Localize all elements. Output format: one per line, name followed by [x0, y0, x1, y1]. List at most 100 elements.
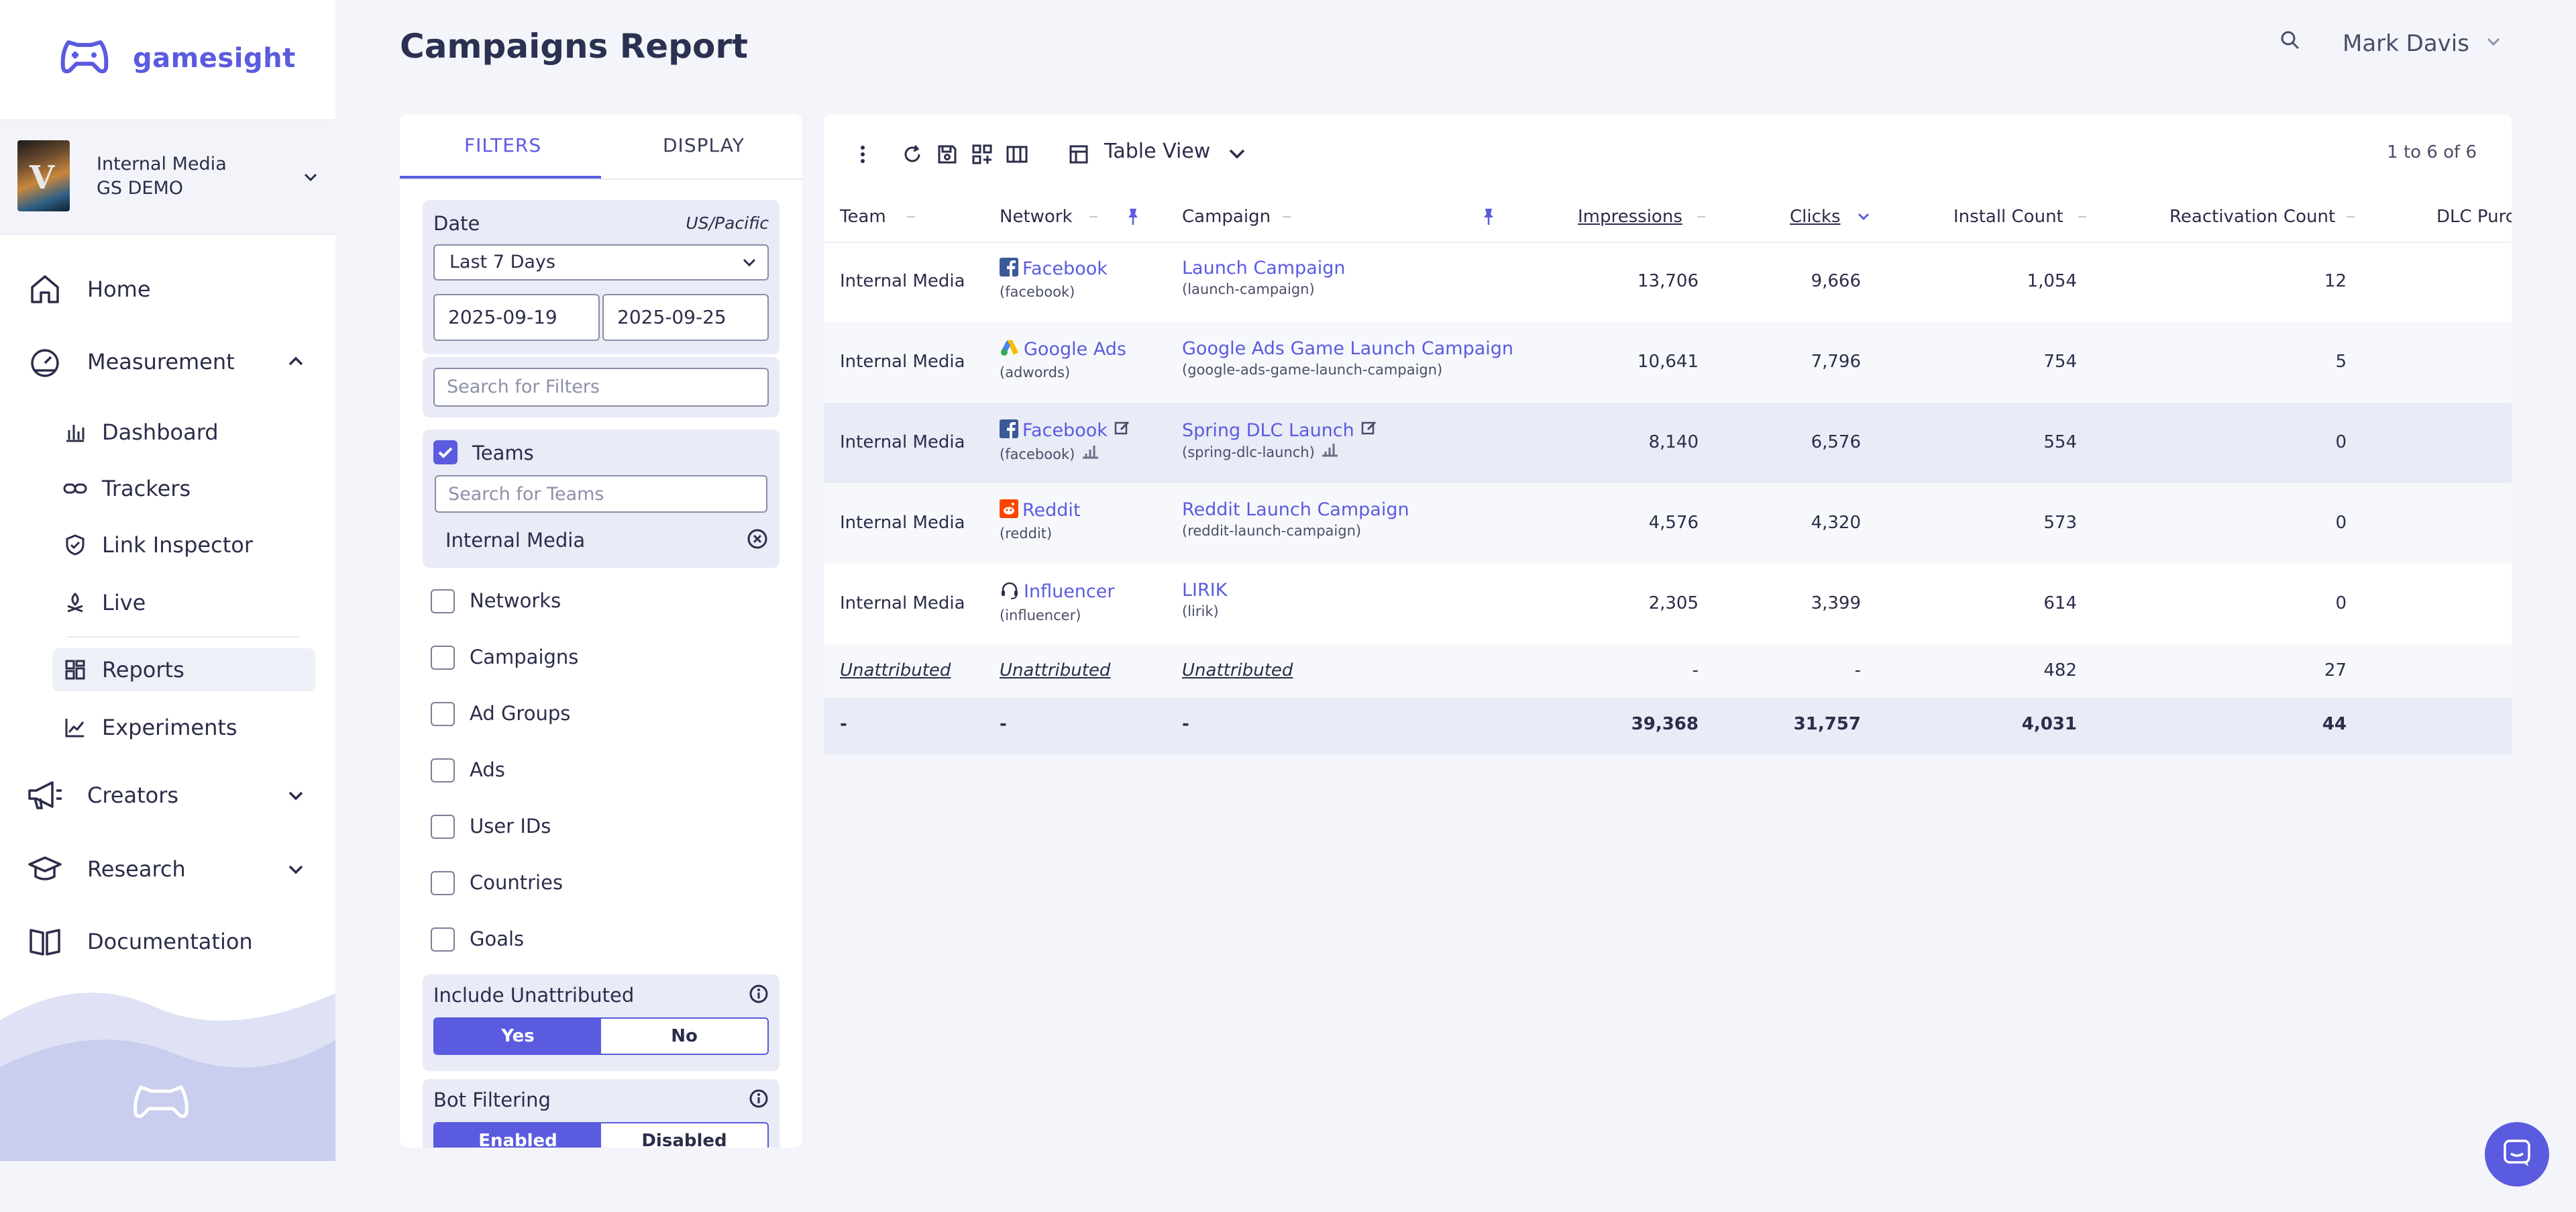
campaign-link[interactable]: Spring DLC Launch — [1182, 420, 1354, 441]
campaigns-checkbox[interactable] — [431, 646, 455, 670]
pin-icon[interactable] — [1126, 207, 1140, 230]
column-network[interactable]: Network — [1000, 207, 1073, 227]
installs-cell: 754 — [2043, 352, 2077, 372]
org-switcher[interactable]: Internal Media GS DEMO — [0, 119, 335, 235]
info-icon[interactable] — [749, 1089, 769, 1111]
goals-checkbox[interactable] — [431, 927, 455, 952]
nav-measurement[interactable]: Measurement — [27, 344, 235, 380]
unattributed-no-button[interactable]: No — [671, 1026, 698, 1046]
start-date-input[interactable]: 2025-09-19 — [433, 294, 600, 341]
refresh-icon[interactable] — [900, 142, 924, 169]
teams-checkbox[interactable] — [433, 440, 458, 464]
nav-creators[interactable]: Creators — [27, 777, 178, 813]
table-row[interactable]: Internal Media Facebook (facebook) Launc… — [824, 242, 2512, 322]
info-icon[interactable] — [749, 984, 769, 1007]
teams-search-input[interactable]: Search for Teams — [435, 475, 767, 513]
bot-filtering-disabled-button[interactable]: Disabled — [641, 1131, 727, 1148]
column-team[interactable]: Team — [840, 207, 886, 227]
campaign-cell: Spring DLC Launch (spring-dlc-launch) — [1182, 419, 1379, 462]
search-icon[interactable] — [2279, 30, 2301, 57]
sort-desc-icon[interactable] — [1856, 207, 1872, 230]
nav-trackers[interactable]: Trackers — [52, 467, 315, 510]
countries-checkbox[interactable] — [431, 871, 455, 895]
stats-icon[interactable] — [1081, 444, 1099, 464]
campaign-link[interactable]: Reddit Launch Campaign — [1182, 499, 1409, 520]
network-link[interactable]: Facebook — [1022, 420, 1108, 441]
date-range-select[interactable]: Last 7 Days — [433, 244, 769, 281]
network-id: (facebook) — [1000, 284, 1075, 300]
chat-support-button[interactable] — [2485, 1122, 2549, 1186]
table-view-select[interactable]: Table View — [1104, 140, 1211, 163]
table-row[interactable]: Internal Media Google Ads (adwords) Goog… — [824, 322, 2512, 403]
nav-live[interactable]: Live — [52, 581, 315, 624]
end-date-input[interactable]: 2025-09-25 — [602, 294, 769, 341]
brand-logo[interactable]: gamesight — [59, 35, 296, 82]
nav-measurement-label: Measurement — [87, 349, 235, 374]
pin-icon[interactable] — [1481, 207, 1496, 230]
stats-icon[interactable] — [1320, 442, 1339, 462]
bot-filtering-enabled-button[interactable]: Enabled — [435, 1123, 601, 1148]
chevron-down-icon[interactable] — [2484, 30, 2503, 57]
tab-display[interactable]: DISPLAY — [663, 134, 745, 156]
network-link[interactable]: Reddit — [1022, 500, 1081, 521]
clicks-cell: 6,576 — [1811, 432, 1861, 452]
gamepad-logo-icon — [59, 38, 110, 79]
table-row[interactable]: Internal Media Influencer (influencer) L… — [824, 564, 2512, 644]
team-cell: Internal Media — [840, 352, 965, 372]
sort-handle[interactable] — [1089, 216, 1097, 217]
ad-groups-checkbox[interactable] — [431, 702, 455, 726]
sort-handle[interactable] — [907, 216, 915, 217]
active-tab-indicator — [400, 176, 601, 179]
nav-link-inspector[interactable]: Link Inspector — [52, 523, 315, 566]
unattributed-yes-button[interactable]: Yes — [435, 1019, 601, 1054]
more-vertical-icon[interactable] — [856, 142, 869, 169]
chevron-down-icon[interactable] — [284, 858, 307, 883]
page-title: Campaigns Report — [400, 27, 748, 66]
nav-home[interactable]: Home — [27, 271, 151, 307]
table-row[interactable]: Internal Media Reddit (reddit) Reddit La… — [824, 483, 2512, 564]
networks-checkbox[interactable] — [431, 589, 455, 613]
network-link[interactable]: Facebook — [1022, 258, 1108, 279]
nav-reports[interactable]: Reports — [52, 648, 315, 691]
user-menu[interactable]: Mark Davis — [2279, 30, 2503, 57]
impressions-cell: 10,641 — [1638, 352, 1699, 372]
column-install-count[interactable]: Install Count — [1953, 207, 2063, 227]
sort-handle[interactable] — [1283, 216, 1291, 217]
sort-handle[interactable] — [2347, 216, 2355, 217]
network-link[interactable]: Google Ads — [1024, 339, 1126, 360]
edit-icon[interactable] — [1113, 421, 1132, 441]
reactivations-cell: 5 — [2335, 352, 2347, 372]
chevron-down-icon[interactable] — [284, 784, 307, 809]
ads-checkbox[interactable] — [431, 758, 455, 782]
nav-dashboard[interactable]: Dashboard — [52, 411, 315, 454]
columns-icon[interactable] — [1005, 142, 1029, 169]
column-clicks[interactable]: Clicks — [1790, 207, 1841, 227]
campaign-link[interactable]: Google Ads Game Launch Campaign — [1182, 338, 1514, 359]
tab-filters[interactable]: FILTERS — [464, 134, 542, 156]
user-name[interactable]: Mark Davis — [2343, 30, 2469, 57]
chevron-down-icon[interactable] — [1225, 140, 1249, 169]
table-row[interactable]: Internal Media Facebook (facebook) Sprin… — [824, 403, 2512, 483]
campaign-link[interactable]: Launch Campaign — [1182, 258, 1346, 279]
nav-research[interactable]: Research — [27, 851, 186, 887]
sort-handle[interactable] — [1697, 216, 1705, 217]
campaign-link[interactable]: LIRIK — [1182, 580, 1228, 601]
timezone-label[interactable]: US/Pacific — [686, 213, 769, 233]
user-ids-checkbox[interactable] — [431, 815, 455, 839]
column-reactivation-count[interactable]: Reactivation Count — [2169, 207, 2336, 227]
sort-handle[interactable] — [2078, 216, 2086, 217]
column-dlc-purchases[interactable]: DLC Purc — [2436, 207, 2512, 227]
column-impressions[interactable]: Impressions — [1578, 207, 1682, 227]
edit-icon[interactable] — [1360, 421, 1379, 441]
save-icon[interactable] — [935, 142, 959, 169]
nav-experiments[interactable]: Experiments — [52, 706, 315, 749]
unattributed-row[interactable]: Unattributed Unattributed Unattributed -… — [824, 644, 2512, 698]
column-campaign[interactable]: Campaign — [1182, 207, 1271, 227]
nav-documentation[interactable]: Documentation — [27, 923, 253, 960]
remove-circle-icon[interactable] — [746, 527, 769, 553]
chevron-up-icon[interactable] — [284, 350, 307, 376]
network-link[interactable]: Influencer — [1024, 581, 1115, 602]
add-widget-icon[interactable] — [970, 142, 994, 169]
filter-search-input[interactable]: Search for Filters — [433, 368, 769, 407]
bot-filtering-card: Bot Filtering Enabled Disabled — [423, 1079, 780, 1148]
